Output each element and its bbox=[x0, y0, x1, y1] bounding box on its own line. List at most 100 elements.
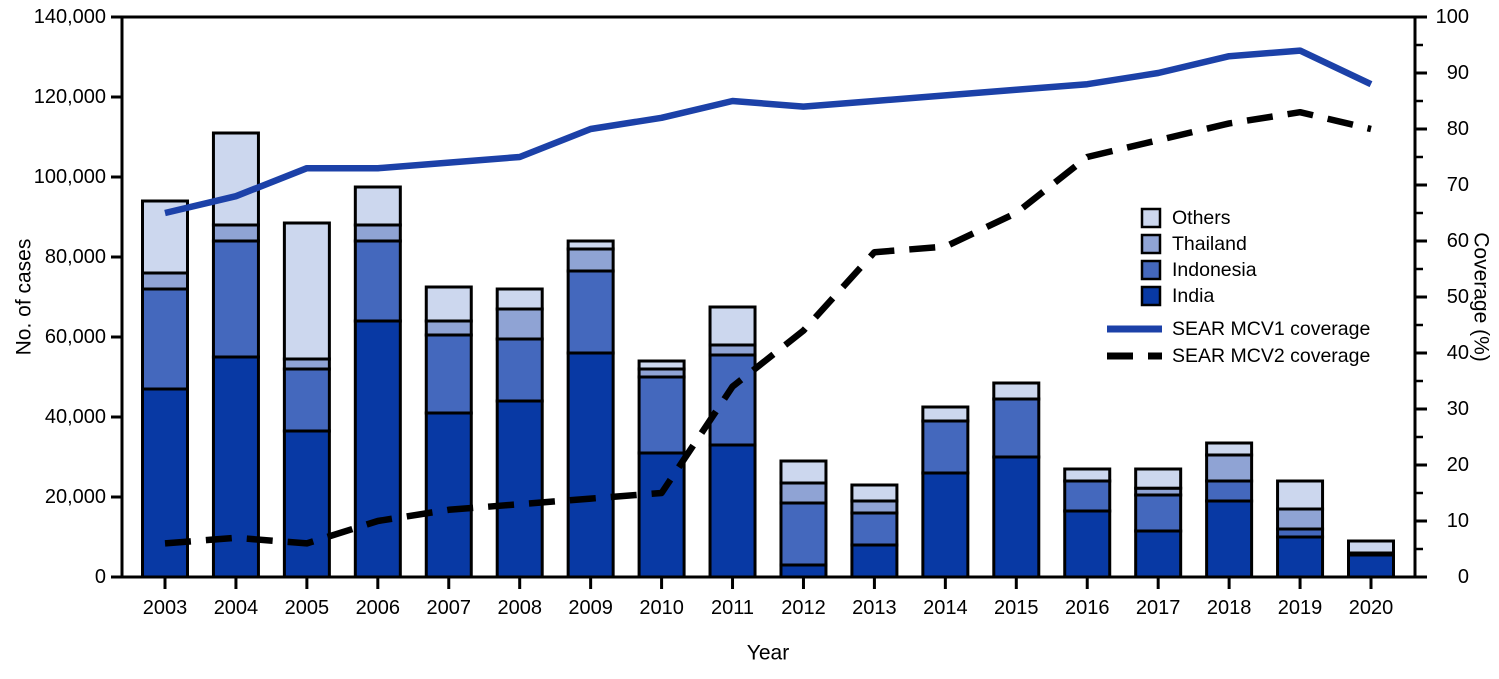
bar-2009-thailand bbox=[566, 247, 615, 273]
bar-2010-india bbox=[637, 451, 686, 579]
y-right-tick-label: 90 bbox=[1447, 62, 1469, 84]
bar-2015-india bbox=[992, 455, 1041, 579]
bar-2007-indonesia bbox=[424, 333, 473, 415]
y-right-tick-label: 100 bbox=[1436, 6, 1469, 28]
bar-2006-indonesia bbox=[353, 239, 402, 323]
x-axis-title: Year bbox=[747, 642, 789, 665]
y-right-tick-label: 50 bbox=[1447, 286, 1469, 308]
y-left-tick-label: 20,000 bbox=[45, 486, 106, 508]
x-tick-label-2009: 2009 bbox=[568, 597, 613, 619]
bar-2009-india bbox=[566, 351, 615, 579]
x-tick-label-2010: 2010 bbox=[639, 597, 684, 619]
y-axis-left-title: No. of cases bbox=[13, 239, 36, 356]
bar-2006-india bbox=[353, 319, 402, 579]
y-right-tick-label: 40 bbox=[1447, 342, 1469, 364]
bar-2017-india bbox=[1134, 529, 1183, 579]
y-left-tick-label: 60,000 bbox=[45, 326, 106, 348]
bar-2007-india bbox=[424, 411, 473, 579]
bar-2017-others bbox=[1134, 467, 1183, 490]
y-right-tick-label: 20 bbox=[1447, 454, 1469, 476]
bar-2013-indonesia bbox=[850, 511, 899, 547]
bar-2003-indonesia bbox=[141, 287, 189, 391]
bar-2018-indonesia bbox=[1205, 479, 1254, 503]
bar-2016-others bbox=[1063, 467, 1112, 483]
y-left-tick-label: 140,000 bbox=[34, 6, 106, 28]
bar-2008-indonesia bbox=[495, 337, 544, 403]
x-tick-label-2017: 2017 bbox=[1136, 597, 1181, 619]
bar-2013-others bbox=[850, 483, 899, 503]
x-tick-label-2020: 2020 bbox=[1349, 597, 1394, 619]
x-tick-label-2003: 2003 bbox=[143, 597, 188, 619]
y-right-tick-label: 30 bbox=[1447, 398, 1469, 420]
bar-2012-others bbox=[779, 459, 828, 485]
bar-2011-others bbox=[708, 305, 757, 347]
bar-2014-others bbox=[921, 405, 970, 423]
bar-2012-indonesia bbox=[779, 501, 828, 567]
bar-2016-india bbox=[1063, 509, 1112, 579]
legend-swatch-others bbox=[1140, 207, 1162, 229]
bar-2012-india bbox=[779, 563, 828, 579]
x-tick-label-2018: 2018 bbox=[1207, 597, 1252, 619]
y-right-tick-label: 60 bbox=[1447, 230, 1469, 252]
bar-2020-india bbox=[1347, 553, 1395, 579]
bar-2017-indonesia bbox=[1134, 493, 1183, 533]
x-tick-label-2013: 2013 bbox=[852, 597, 897, 619]
bar-2011-india bbox=[708, 443, 757, 579]
legend-label-2: Indonesia bbox=[1172, 259, 1257, 281]
y-left-tick-label: 120,000 bbox=[34, 86, 106, 108]
bar-2007-thailand bbox=[424, 319, 473, 337]
legend-label-5: SEAR MCV2 coverage bbox=[1172, 345, 1370, 367]
bar-2005-indonesia bbox=[282, 367, 331, 433]
legend-swatch-indonesia bbox=[1140, 259, 1162, 281]
x-tick-label-2016: 2016 bbox=[1065, 597, 1110, 619]
bar-2018-others bbox=[1205, 441, 1254, 457]
bar-2010-others bbox=[637, 359, 686, 371]
bar-2015-indonesia bbox=[992, 397, 1041, 459]
bar-2011-indonesia bbox=[708, 353, 757, 447]
legend-swatch-thailand bbox=[1140, 233, 1162, 255]
x-tick-label-2004: 2004 bbox=[214, 597, 259, 619]
legend-label-1: Thailand bbox=[1172, 233, 1247, 255]
bar-2009-others bbox=[566, 239, 615, 251]
bar-2004-indonesia bbox=[211, 239, 260, 359]
bar-2010-indonesia bbox=[637, 375, 686, 455]
y-right-tick-label: 70 bbox=[1447, 174, 1469, 196]
bar-2006-thailand bbox=[353, 223, 402, 243]
bar-2006-others bbox=[353, 185, 402, 227]
bar-2016-indonesia bbox=[1063, 479, 1112, 513]
y-left-tick-label: 100,000 bbox=[34, 166, 106, 188]
x-tick-label-2005: 2005 bbox=[285, 597, 330, 619]
x-tick-label-2011: 2011 bbox=[711, 597, 754, 619]
y-right-tick-label: 0 bbox=[1458, 566, 1469, 588]
x-tick-label-2012: 2012 bbox=[781, 597, 826, 619]
bar-2008-thailand bbox=[495, 307, 544, 341]
y-axis-right-title: Coverage (%) bbox=[1470, 232, 1493, 362]
mcv2-coverage-line bbox=[164, 108, 1372, 547]
x-tick-label-2008: 2008 bbox=[497, 597, 542, 619]
x-tick-label-2006: 2006 bbox=[356, 597, 401, 619]
y-right-tick-label: 80 bbox=[1447, 118, 1469, 140]
legend-label-0: Others bbox=[1172, 207, 1231, 229]
x-tick-label-2015: 2015 bbox=[994, 597, 1039, 619]
y-left-tick-label: 40,000 bbox=[45, 406, 106, 428]
bar-2019-others bbox=[1276, 479, 1325, 511]
y-right-tick-label: 10 bbox=[1447, 510, 1469, 532]
bar-2013-india bbox=[850, 543, 899, 579]
mcv1-coverage-line bbox=[164, 47, 1373, 217]
bar-2019-thailand bbox=[1276, 507, 1325, 531]
bar-2007-others bbox=[424, 285, 473, 323]
bar-2003-thailand bbox=[141, 271, 189, 291]
legend-swatch-india bbox=[1140, 285, 1162, 307]
bar-2008-india bbox=[495, 399, 544, 579]
bar-2018-india bbox=[1205, 499, 1254, 579]
x-tick-label-2007: 2007 bbox=[427, 597, 472, 619]
bar-2019-india bbox=[1276, 535, 1325, 579]
bar-2012-thailand bbox=[779, 481, 828, 505]
bar-2004-others bbox=[211, 131, 260, 227]
x-tick-label-2019: 2019 bbox=[1278, 597, 1323, 619]
bar-2004-india bbox=[211, 355, 260, 579]
y-left-tick-label: 0 bbox=[95, 566, 106, 588]
legend-label-4: SEAR MCV1 coverage bbox=[1172, 318, 1370, 340]
